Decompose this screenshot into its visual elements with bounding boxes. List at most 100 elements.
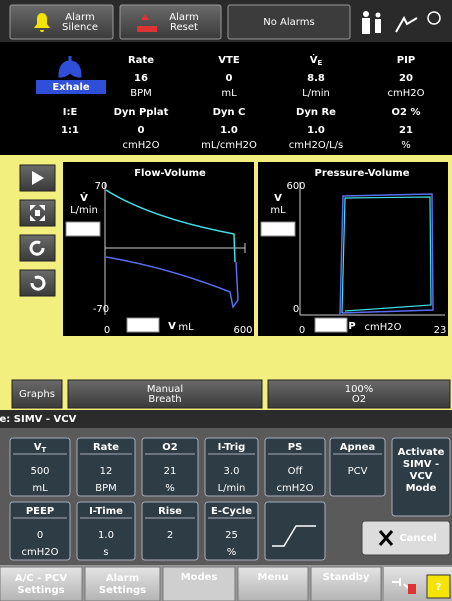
param-value: 20 — [399, 73, 413, 84]
refresh-button[interactable] — [19, 234, 56, 262]
loop-y-input: 62.5 — [72, 224, 94, 235]
graphs-label: Graphs — [19, 389, 55, 400]
loop-y-input-box[interactable] — [65, 221, 101, 237]
bell-icon — [34, 13, 50, 32]
loop-x-symbol: P — [348, 321, 355, 332]
setting-unit: % — [165, 483, 175, 494]
tab-label: Alarm — [106, 573, 139, 584]
mode-header — [0, 410, 452, 428]
loop-x-input: 6.8 — [323, 320, 339, 331]
setting-value: 3.0 — [224, 466, 240, 477]
setting-tile[interactable] — [76, 437, 136, 497]
tab[interactable] — [0, 566, 83, 601]
oxygen-button[interactable] — [267, 379, 451, 409]
loop-y-symbol: V̇ — [80, 191, 88, 204]
param-value: 8.8 — [307, 73, 325, 84]
tab[interactable] — [84, 566, 161, 601]
param-unit: mL/cmH2O — [201, 140, 257, 151]
loop-x-min: 0 — [104, 325, 110, 336]
param-label: VTE — [218, 55, 240, 66]
setting-tile[interactable] — [76, 501, 136, 561]
pv-curve-blue — [339, 193, 434, 316]
phase-box — [36, 80, 106, 94]
alarm-reset-label: Alarm — [169, 12, 198, 23]
undo-button[interactable] — [19, 269, 56, 297]
setting-unit: % — [227, 547, 237, 558]
setting-label: Rise — [158, 506, 182, 517]
cancel-label: Cancel — [399, 533, 436, 544]
loop-x-unit: mL — [178, 322, 194, 333]
tab[interactable] — [162, 566, 236, 601]
waveform-icon — [272, 525, 316, 547]
param-unit: % — [401, 140, 411, 151]
setting-tile[interactable] — [204, 437, 259, 497]
side-buttons — [19, 164, 56, 297]
setting-tile[interactable] — [141, 501, 199, 561]
loop-y-input-box[interactable] — [260, 221, 296, 237]
setting-unit: cmH2O — [277, 483, 314, 494]
breath-phase: Exhale — [52, 82, 90, 93]
waveform-button[interactable] — [264, 501, 326, 561]
setting-label: Rate — [93, 442, 119, 453]
activate-button[interactable] — [391, 437, 451, 517]
lung-icon — [58, 56, 82, 78]
manual-breath-label: Manual — [147, 384, 183, 395]
patient-icons — [362, 11, 441, 34]
alarm-silence-button[interactable] — [9, 4, 114, 40]
loop-x-min: 0 — [299, 325, 305, 336]
mode-title: New Mode: SIMV - VCV — [0, 414, 77, 425]
setting-value: Off — [288, 466, 304, 477]
oxygen-label: 100% — [345, 384, 374, 395]
loop-y-max: 600 — [286, 181, 305, 192]
loop-title: Flow-Volume — [134, 168, 206, 179]
fv-expiration-curve — [105, 256, 239, 309]
loop-x-max: 23 — [434, 325, 447, 336]
setting-label: Apnea — [340, 442, 376, 453]
loop-x-symbol: V — [168, 321, 176, 332]
setting-tile[interactable] — [9, 501, 71, 561]
refresh-icon — [29, 240, 45, 256]
tab-label: Settings — [99, 585, 146, 596]
setting-value: 12 — [100, 466, 113, 477]
activate-label: Activate — [398, 447, 445, 458]
loop-x-input-box[interactable] — [126, 317, 160, 333]
setting-tile[interactable] — [9, 437, 71, 497]
setting-label: I-Trig — [218, 442, 246, 453]
help-label: ? — [436, 582, 442, 593]
loop-title: Pressure-Volume — [314, 168, 409, 179]
tab[interactable] — [310, 566, 382, 601]
alarm-reset-label: Reset — [170, 22, 198, 33]
tab[interactable] — [237, 566, 309, 601]
param-unit: mL — [221, 88, 237, 99]
setting-tile[interactable] — [141, 437, 199, 497]
setting-tile[interactable] — [329, 437, 386, 497]
oxygen-label: O2 — [352, 394, 366, 405]
loop-x-input: 0 — [140, 320, 146, 331]
scale-icon — [30, 205, 45, 221]
manual-breath-button[interactable] — [67, 379, 263, 409]
setting-label: I-Time — [89, 506, 123, 517]
param-value: 16 — [134, 73, 148, 84]
setting-unit: cmH2O — [22, 547, 59, 558]
loop-x-input-box[interactable] — [314, 317, 348, 333]
loop-x-max: 600 — [233, 325, 252, 336]
cancel-button[interactable] — [361, 520, 451, 556]
loop-y-unit: L/min — [70, 205, 98, 216]
param-value: 21 — [399, 125, 413, 136]
param-label: O2 % — [392, 107, 421, 118]
pressure-volume-panel — [258, 162, 448, 336]
graphs-button[interactable] — [11, 379, 63, 409]
setting-tile[interactable] — [204, 501, 259, 561]
loop-y-input: 0 — [275, 224, 281, 235]
activate-label: SIMV - — [403, 459, 439, 470]
setting-unit: BPM — [95, 483, 117, 494]
setting-tile[interactable] — [264, 437, 326, 497]
activate-label: VCV — [410, 471, 433, 482]
loop-y-min: 0 — [293, 304, 299, 315]
help-button[interactable] — [426, 574, 451, 599]
alarm-silence-label: Alarm — [65, 12, 94, 23]
cancel-icon — [378, 530, 394, 546]
param-unit: cmH2O/L/s — [289, 140, 344, 151]
setting-value: 2 — [167, 530, 173, 541]
